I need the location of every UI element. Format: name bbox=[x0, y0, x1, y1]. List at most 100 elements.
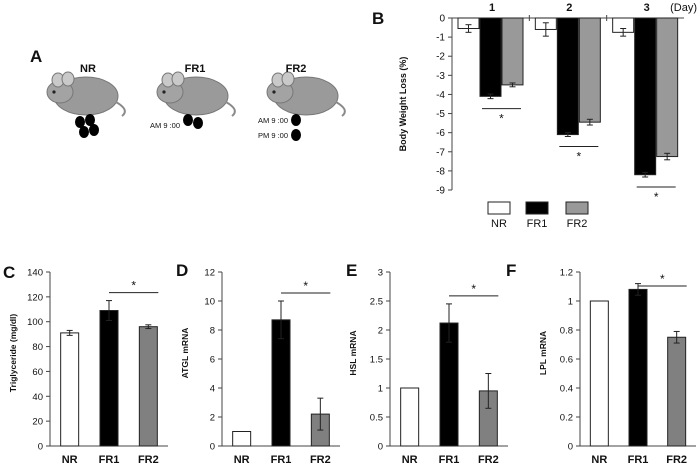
y-tick-label: 2.5 bbox=[370, 297, 383, 308]
y-tick-label: 10 bbox=[204, 297, 215, 308]
y-tick-label: 0 bbox=[568, 442, 573, 453]
panel-letter-c: C bbox=[3, 263, 15, 282]
x-tick-label: FR1 bbox=[628, 454, 649, 466]
y-tick-label: 2 bbox=[378, 326, 383, 337]
y-tick-label: 0.2 bbox=[560, 413, 573, 424]
x-tick-label: FR2 bbox=[478, 454, 499, 466]
x-tick-label: FR2 bbox=[138, 454, 159, 466]
y-tick-label: 0.4 bbox=[560, 384, 573, 395]
group-label-fr2: FR2 bbox=[286, 63, 307, 75]
panel-letter-a: A bbox=[30, 47, 42, 66]
y-tick-label: -1 bbox=[436, 33, 445, 44]
y-tick-label: -8 bbox=[436, 166, 445, 177]
bar-nr bbox=[400, 387, 420, 447]
y-tick-label: 40 bbox=[32, 392, 43, 403]
bar-fr2 bbox=[501, 17, 524, 86]
feeding-time-fr1-am: AM 9 :00 bbox=[150, 121, 180, 130]
panel-letter-b: B bbox=[372, 9, 384, 28]
significance-marker: * bbox=[471, 282, 476, 296]
y-tick-label: 20 bbox=[32, 417, 43, 428]
mouse-illustration-fr1 bbox=[156, 71, 236, 117]
y-tick-label: 1 bbox=[378, 384, 383, 395]
panel-b-chart: 0 -1 -2 -3 -4 -5 -6 -7 -8 -9 Body Weight Loss (%) 1… bbox=[398, 2, 697, 204]
significance-marker: * bbox=[303, 279, 308, 293]
mouse-illustration-nr bbox=[46, 71, 126, 117]
y-tick-label: -6 bbox=[436, 128, 445, 139]
group-label-fr1: FR1 bbox=[185, 63, 206, 75]
panel-letter-d: D bbox=[176, 261, 188, 280]
panel-letter-e: E bbox=[346, 261, 357, 280]
feeding-time-fr2-am: AM 9 :00 bbox=[258, 116, 288, 125]
panel-d-chart: 0 2 4 6 8 10 12 ATGL mRNA NR FR1 FR2 * bbox=[180, 268, 340, 466]
y-tick-label: 1.5 bbox=[370, 355, 383, 366]
legend: NR FR1 FR2 bbox=[487, 201, 589, 230]
y-tick-label: -5 bbox=[436, 109, 445, 120]
legend-swatch-fr2 bbox=[565, 201, 589, 215]
y-tick-label: 0 bbox=[378, 442, 383, 453]
y-tick-label: 100 bbox=[27, 317, 43, 328]
y-tick-label: 120 bbox=[27, 292, 43, 303]
x-tick-label: 3 bbox=[644, 2, 650, 14]
food-pellets-fr1 bbox=[183, 114, 203, 129]
panel-f-chart: 0 0.2 0.4 0.6 0.8 1 1.2 LPL mRNA NR FR1 FR2 * bbox=[538, 268, 696, 466]
bar-fr1 bbox=[628, 288, 648, 447]
bar-nr bbox=[589, 300, 609, 447]
y-tick-label: -4 bbox=[436, 90, 445, 101]
legend-label-fr2: FR2 bbox=[567, 218, 588, 230]
legend-swatch-fr1 bbox=[525, 201, 549, 215]
y-tick-label: 4 bbox=[210, 384, 215, 395]
y-tick-label: -7 bbox=[436, 147, 445, 158]
legend-label-nr: NR bbox=[491, 218, 507, 230]
y-tick-label: 1.2 bbox=[560, 268, 573, 279]
x-axis-unit-label: (Day) bbox=[670, 2, 697, 14]
bar-fr1 bbox=[556, 17, 579, 136]
y-axis-title: Body Weight Loss (%) bbox=[398, 57, 408, 152]
y-tick-label: 140 bbox=[27, 268, 43, 279]
y-tick-label: 80 bbox=[32, 342, 43, 353]
group-label-nr: NR bbox=[80, 63, 96, 75]
y-axis-title: HSL mRNA bbox=[348, 330, 358, 375]
y-axis-title: LPL mRNA bbox=[538, 331, 548, 375]
x-tick-label: FR2 bbox=[310, 454, 331, 466]
x-tick-label: 1 bbox=[489, 2, 495, 14]
y-tick-label: 0.5 bbox=[370, 413, 383, 424]
y-tick-label: 2 bbox=[210, 413, 215, 424]
bar-fr2 bbox=[667, 336, 687, 447]
bar-nr bbox=[60, 332, 80, 447]
y-tick-label: 0.8 bbox=[560, 326, 573, 337]
significance-marker: * bbox=[131, 279, 136, 293]
y-tick-label: 1 bbox=[568, 297, 573, 308]
y-tick-label: 0 bbox=[439, 14, 445, 25]
y-tick-label: 60 bbox=[32, 367, 43, 378]
significance-marker: * bbox=[576, 149, 581, 163]
y-tick-label: -3 bbox=[436, 71, 445, 82]
bar-fr1 bbox=[634, 17, 657, 176]
bar-fr1 bbox=[479, 17, 502, 97]
y-tick-label: 12 bbox=[204, 268, 215, 279]
x-tick-label: NR bbox=[234, 454, 250, 466]
feeding-time-fr2-pm: PM 9 :00 bbox=[258, 131, 288, 140]
bar-fr2 bbox=[578, 17, 601, 123]
x-tick-label: NR bbox=[402, 454, 418, 466]
legend-swatch-nr bbox=[487, 201, 511, 215]
food-pellets-nr bbox=[75, 114, 99, 138]
bar-fr2 bbox=[138, 326, 158, 447]
x-tick-label: FR1 bbox=[271, 454, 292, 466]
x-tick-label: NR bbox=[591, 454, 607, 466]
panel-a: NR FR1 FR2 AM 9 :00 AM 9 :00 PM 9 :00 bbox=[46, 63, 346, 141]
x-tick-label: 2 bbox=[566, 2, 572, 14]
x-tick-label: FR1 bbox=[99, 454, 120, 466]
significance-marker: * bbox=[654, 190, 659, 204]
y-tick-label: 8 bbox=[210, 326, 215, 337]
y-axis-title: Triglyceride (mg/dl) bbox=[8, 314, 18, 393]
y-tick-label: 0 bbox=[38, 442, 43, 453]
panel-c-chart: 0 20 40 60 80 100 120 140 Triglyceride (mg/dl) NR… bbox=[8, 268, 168, 466]
y-tick-label: 6 bbox=[210, 355, 215, 366]
significance-marker: * bbox=[660, 272, 665, 286]
significance-marker: * bbox=[499, 112, 504, 126]
panel-e-chart: 0 0.5 1 1.5 2 2.5 3 HSL mRNA NR FR1 FR2 * bbox=[348, 268, 508, 466]
y-tick-label: -2 bbox=[436, 52, 445, 63]
food-pellets-fr2 bbox=[291, 114, 301, 141]
x-tick-label: FR1 bbox=[439, 454, 460, 466]
